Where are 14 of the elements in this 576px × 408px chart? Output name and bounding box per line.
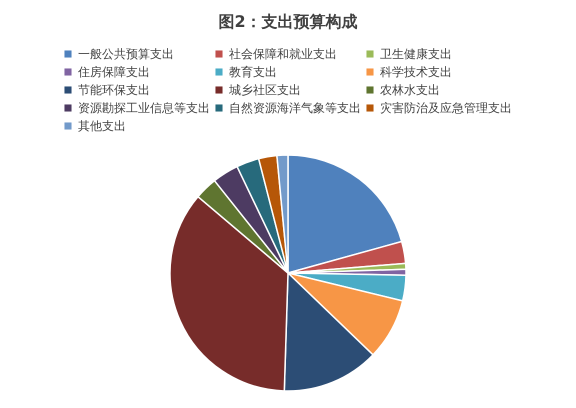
chart-title: 图2：支出预算构成 [218,12,358,31]
legend-label: 住房保障支出 [77,65,150,79]
legend-label: 农林水支出 [380,83,440,97]
legend-label: 一般公共预算支出 [78,47,174,61]
legend-label: 社会保障和就业支出 [229,47,337,61]
legend-label: 灾害防治及应急管理支出 [380,101,512,115]
legend-label: 自然资源海洋气象等支出 [229,101,361,115]
legend-label: 资源勘探工业信息等支出 [78,101,210,115]
legend-label: 卫生健康支出 [380,47,452,61]
legend-label: 城乡社区支出 [228,83,301,97]
legend-label: 其他支出 [78,119,126,133]
legend-label: 节能环保支出 [78,83,150,97]
legend-label: 教育支出 [229,65,277,79]
legend-label: 科学技术支出 [380,65,452,79]
